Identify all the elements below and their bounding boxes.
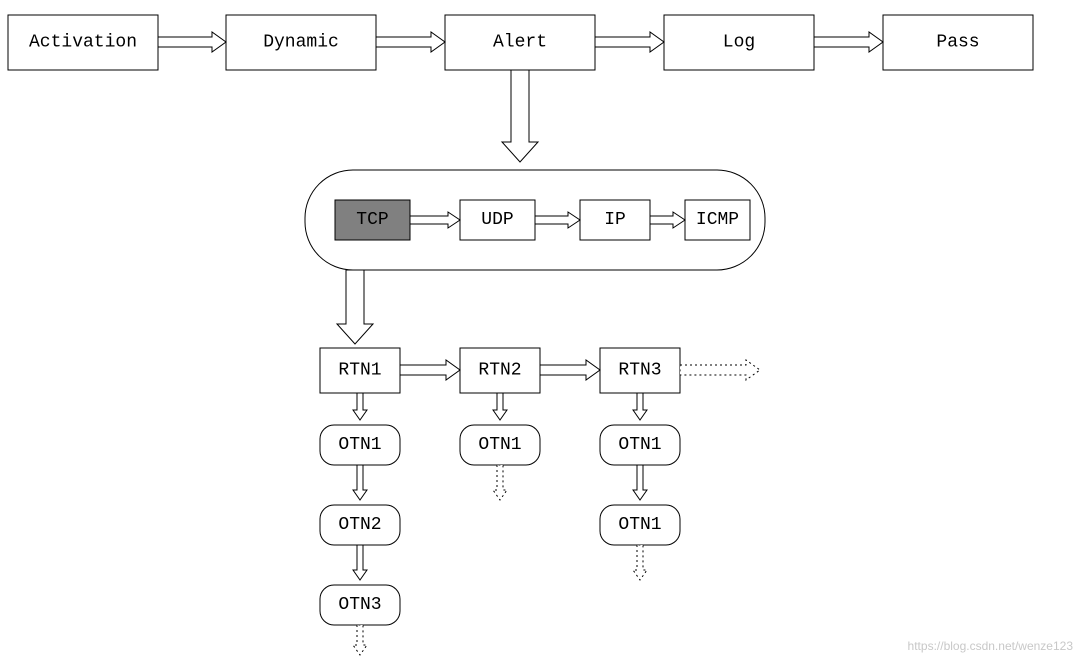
rtn-to-otn-arrow-2 bbox=[633, 393, 647, 420]
rtn-arrow-0 bbox=[400, 360, 460, 380]
top-box-pass-label: Pass bbox=[936, 33, 979, 53]
otn-arrow-dotted-2 bbox=[633, 545, 647, 580]
diagram-canvas: Activation Dynamic Alert Log Pass TCP UDP IP ICM… bbox=[0, 0, 1083, 659]
otn-node-otn1a-label: OTN1 bbox=[338, 435, 381, 455]
rtn-to-otn-arrow-1 bbox=[493, 393, 507, 420]
arrow-alert-to-protocols bbox=[502, 70, 538, 162]
rtn-box-rtn3-label: RTN3 bbox=[618, 361, 661, 381]
protocol-box-udp-label: UDP bbox=[481, 210, 513, 230]
rtn-to-otn-arrow-0 bbox=[353, 393, 367, 420]
top-box-log-label: Log bbox=[723, 33, 755, 53]
watermark-text: https://blog.csdn.net/wenze123 bbox=[908, 639, 1073, 653]
protocol-box-tcp-label: TCP bbox=[356, 210, 388, 230]
otn-node-otn1b-label: OTN1 bbox=[478, 435, 521, 455]
rtn-box-rtn1-label: RTN1 bbox=[338, 361, 381, 381]
protocol-box-ip-label: IP bbox=[604, 210, 626, 230]
protocol-box-icmp-label: ICMP bbox=[696, 210, 739, 230]
top-arrow-3 bbox=[814, 32, 883, 52]
rtn-arrow-1 bbox=[540, 360, 600, 380]
top-box-activation-label: Activation bbox=[29, 33, 137, 53]
otn-arrow-dotted-0 bbox=[353, 625, 367, 655]
otn-node-otn2a-label: OTN2 bbox=[338, 515, 381, 535]
otn-arrow-dotted-1 bbox=[493, 465, 507, 500]
otn-node-otn1c-label: OTN1 bbox=[618, 435, 661, 455]
top-arrow-0 bbox=[158, 32, 226, 52]
otn-node-otn3a-label: OTN3 bbox=[338, 595, 381, 615]
top-arrow-1 bbox=[376, 32, 445, 52]
top-box-alert-label: Alert bbox=[493, 33, 547, 53]
top-arrow-2 bbox=[595, 32, 664, 52]
otn-arrow-2-0 bbox=[633, 465, 647, 500]
otn-arrow-0-0 bbox=[353, 465, 367, 500]
top-box-dynamic-label: Dynamic bbox=[263, 33, 339, 53]
otn-node-otn1d-label: OTN1 bbox=[618, 515, 661, 535]
rtn-arrow-dotted bbox=[680, 360, 760, 380]
rtn-box-rtn2-label: RTN2 bbox=[478, 361, 521, 381]
otn-arrow-0-1 bbox=[353, 545, 367, 580]
arrow-protocols-to-rtn bbox=[337, 270, 373, 344]
